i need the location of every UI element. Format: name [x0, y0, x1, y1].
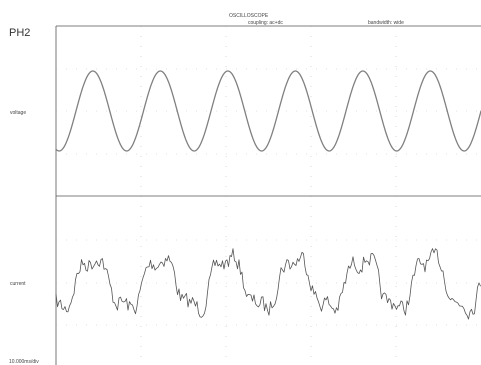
phase-label: PH2	[9, 27, 31, 39]
current-channel-label: current	[10, 281, 26, 287]
timebase-label: 10.000ms/div	[9, 359, 39, 365]
voltage-trace	[55, 70, 481, 152]
coupling-setting: coupling: ac+dc	[248, 20, 283, 26]
current-grid	[56, 196, 481, 365]
current-trace	[55, 248, 481, 320]
scope-title: OSCILLOSCOPE	[229, 13, 269, 19]
voltage-grid	[56, 26, 481, 196]
voltage-channel-label: voltage	[10, 110, 27, 116]
bandwidth-setting: bandwidth: wide	[368, 20, 404, 26]
